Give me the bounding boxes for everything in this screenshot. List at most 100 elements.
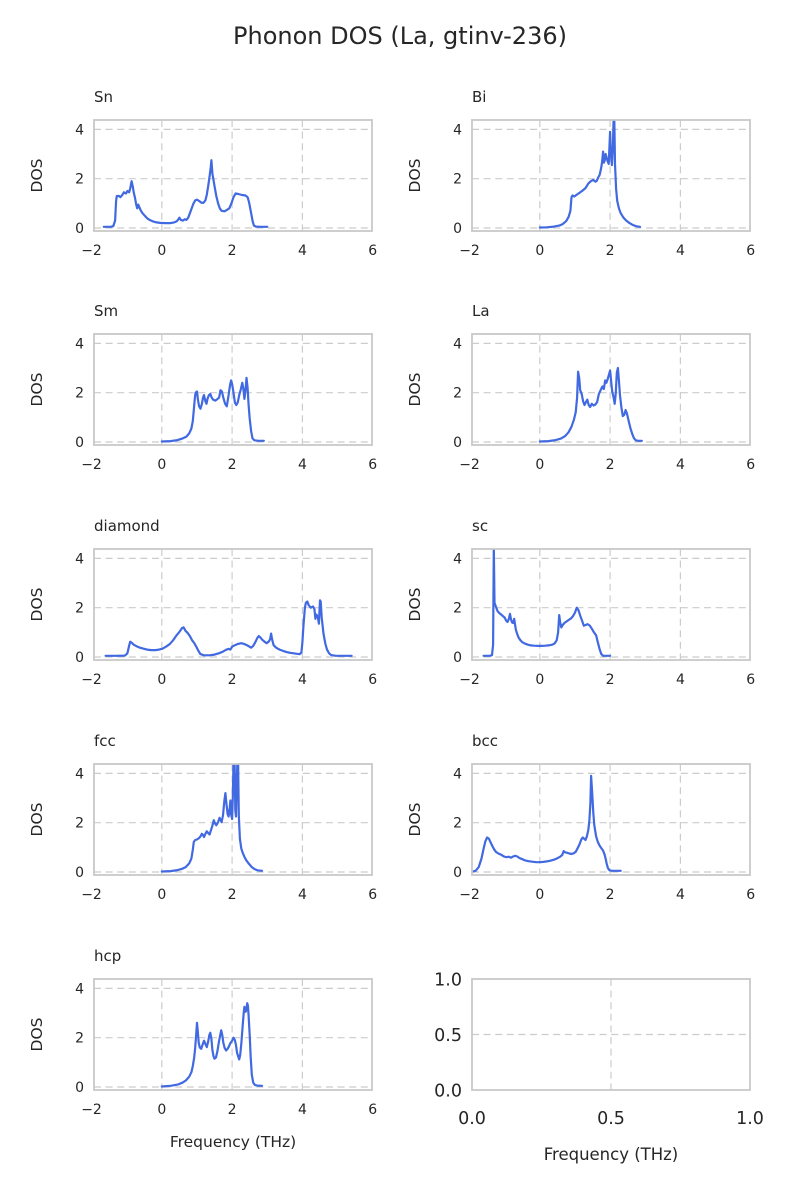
subplot-bcc: −2 0 2 4 6 0 2 4 bcc DOS [406,732,755,903]
axes-spines [93,763,373,876]
dos-curve-bcc [472,774,622,873]
axes-spines [93,978,373,1091]
x-tick-label: 4 [676,672,685,688]
y-tick-label: 0 [453,221,462,237]
x-tick-label: 4 [298,887,307,903]
dos-curve-hcp [160,1002,264,1088]
x-tick-label: 0 [157,243,166,259]
subplot-bi: −2 0 2 4 6 0 2 4 Bi DOS [406,88,755,259]
y-tick-label: 2 [453,386,462,402]
axes-spines [471,978,751,1091]
x-tick-label: 0 [157,457,166,473]
x-axis-label: Frequency (THz) [170,1133,296,1151]
x-tick-label: −2 [459,887,480,903]
y-tick-label: 0 [75,435,84,451]
axes-spines [93,548,373,661]
subplot-empty: 0.0 0.5 1.0 0.0 0.5 1.0 Frequency (THz) [434,970,764,1164]
subplot-la: −2 0 2 4 6 0 2 4 La DOS [406,302,755,473]
dos-curve-Bi [538,120,642,229]
axes-spines [471,763,751,876]
subplot-title: diamond [94,517,160,535]
x-tick-label: −2 [459,457,480,473]
y-tick-label: 0 [75,865,84,881]
x-tick-label: 0 [535,672,544,688]
x-tick-label: 0 [157,887,166,903]
subplot-fcc: −2 0 2 4 6 0 2 4 fcc DOS [28,732,377,903]
x-tick-label: 2 [228,672,237,688]
y-tick-label: 4 [75,122,84,138]
y-tick-label: 0 [75,1080,84,1096]
x-tick-label: 4 [298,1102,307,1118]
x-tick-label: 2 [606,243,615,259]
x-tick-label: 2 [606,457,615,473]
x-tick-label: 0 [535,457,544,473]
y-tick-label: 1.0 [434,970,462,990]
subplot-diamond: −2 0 2 4 6 0 2 4 diamond DOS [28,517,377,688]
y-axis-label: DOS [28,159,46,193]
dos-curve-Sm [160,376,265,443]
x-tick-label: 4 [676,243,685,259]
x-tick-label: 0 [535,243,544,259]
axes-spines [471,548,751,661]
x-tick-label: −2 [459,243,480,259]
y-axis-label: DOS [28,373,46,407]
x-tick-label: 6 [368,1102,377,1118]
x-tick-label: 2 [228,243,237,259]
y-tick-label: 0.0 [434,1081,462,1101]
x-tick-label: 6 [746,243,755,259]
subplot-sm: −2 0 2 4 6 0 2 4 Sm DOS [28,302,377,473]
subplot-title: bcc [472,732,498,750]
figure-title: Phonon DOS (La, gtinv-236) [233,22,567,50]
y-tick-label: 2 [453,816,462,832]
y-tick-label: 4 [453,122,462,138]
y-axis-label: DOS [406,803,424,837]
x-tick-label: 4 [298,457,307,473]
y-tick-label: 4 [453,551,462,567]
x-axis-label: Frequency (THz) [544,1145,679,1164]
subplot-title: hcp [94,947,121,965]
y-tick-label: 0 [453,435,462,451]
y-tick-label: 0 [453,650,462,666]
y-axis-label: DOS [28,803,46,837]
dos-curve-La [538,366,643,443]
x-tick-label: 4 [676,457,685,473]
x-tick-label: 6 [746,457,755,473]
y-tick-label: 4 [75,551,84,567]
y-axis-label: DOS [406,373,424,407]
x-tick-label: 6 [368,672,377,688]
y-tick-label: 4 [453,766,462,782]
y-tick-label: 2 [75,1031,84,1047]
x-tick-label: 4 [676,887,685,903]
y-tick-label: 4 [75,336,84,352]
x-tick-label: −2 [459,672,480,688]
subplot-title: sc [472,517,488,535]
x-tick-label: −2 [81,243,102,259]
dos-curve-Sn [102,159,269,228]
y-tick-label: 4 [453,336,462,352]
x-tick-label: 0.0 [458,1109,486,1129]
x-tick-label: 4 [298,672,307,688]
axes-spines [471,119,751,232]
subplot-title: La [472,302,490,320]
x-tick-label: 0 [157,1102,166,1118]
subplot-sn: −2 0 2 4 6 0 2 4 Sn DOS [28,88,377,259]
y-tick-label: 0.5 [434,1026,462,1046]
x-tick-label: −2 [81,672,102,688]
x-tick-label: 6 [368,887,377,903]
axes-spines [471,333,751,446]
x-tick-label: 6 [368,243,377,259]
y-tick-label: 4 [75,981,84,997]
axes-spines [93,119,373,232]
y-axis-label: DOS [406,159,424,193]
subplot-sc: −2 0 2 4 6 0 2 4 sc DOS [406,517,755,688]
y-tick-label: 0 [75,650,84,666]
subplot-title: Bi [472,88,486,106]
y-tick-label: 2 [453,172,462,188]
dos-curve-fcc [160,764,264,873]
y-tick-label: 2 [75,386,84,402]
x-tick-label: 0 [535,887,544,903]
x-tick-label: 2 [228,457,237,473]
y-axis-label: DOS [406,588,424,622]
subplot-title: fcc [94,732,116,750]
